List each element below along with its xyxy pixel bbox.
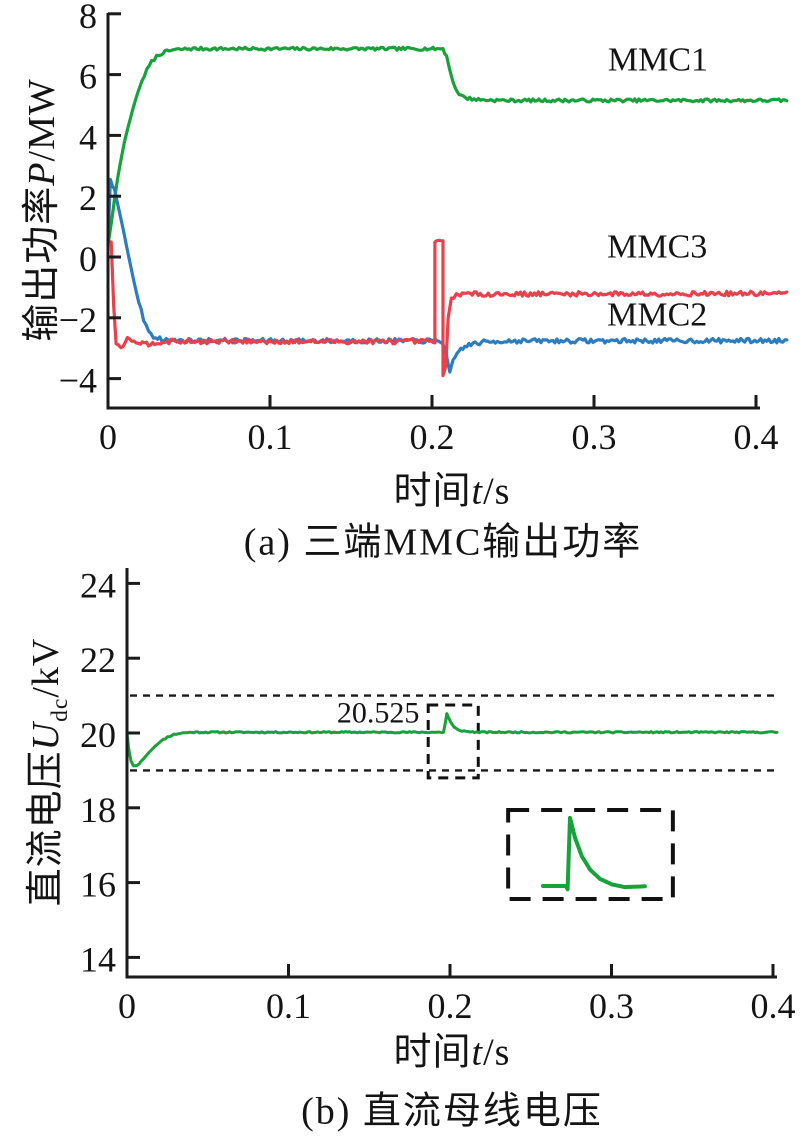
chart-b-y-tick-label: 16 <box>80 865 116 905</box>
chart-a-y-tick-label: −4 <box>59 361 97 401</box>
chart-a-x-tick-label: 0.4 <box>734 417 779 457</box>
chart-a-x-axis-label: 时间t/s <box>394 460 511 515</box>
chart-b-y-tick-label: 18 <box>80 790 116 830</box>
chart-b-y-axis-unit: /kV <box>25 637 68 698</box>
chart-b-x-tick-label: 0.4 <box>751 986 796 1026</box>
chart-b-x-tick-label: 0.3 <box>589 986 634 1026</box>
chart-a-x-tick-label: 0 <box>99 417 117 457</box>
chart-a-x-axis-variable: t <box>471 470 484 513</box>
chart-a-y-tick-label: 0 <box>79 239 97 279</box>
chart-b-x-axis-unit: /s <box>483 1031 511 1074</box>
chart-b-x-tick-label: 0.1 <box>266 986 311 1026</box>
chart-a-series-MMC1 <box>106 45 789 247</box>
chart-b-y-tick-label: 24 <box>80 565 116 605</box>
chart-a-y-tick-label: 2 <box>79 178 97 218</box>
chart-a-y-axis-unit: /MW <box>21 78 64 162</box>
chart-a-series-MMC3 <box>106 238 789 378</box>
chart-b-x-axis-label-text: 时间 <box>393 1031 472 1074</box>
chart-a-series-label-MMC2: MMC2 <box>607 297 707 334</box>
chart-a-y-tick-label: 8 <box>79 0 97 36</box>
chart-a-x-axis-unit: /s <box>483 470 511 513</box>
chart-b-x-tick-label: 0.2 <box>428 986 473 1026</box>
chart-b-y-tick-label: 14 <box>80 939 116 979</box>
chart-a-y-axis-label-text: 输出功率 <box>21 185 64 342</box>
chart-b-y-axis-variable: U <box>25 721 68 751</box>
chart-a-x-tick-label: 0.2 <box>410 417 455 457</box>
chart-b-inset-curve <box>541 815 647 892</box>
chart-a-y-tick-label: 4 <box>79 117 97 157</box>
chart-a-series-label-MMC1: MMC1 <box>608 42 708 79</box>
chart-b-y-tick-label: 22 <box>80 640 116 680</box>
chart-b-series-Udc <box>125 712 779 768</box>
chart-a-x-tick-label: 0.3 <box>572 417 617 457</box>
chart-b-x-axis-variable: t <box>471 1031 484 1074</box>
chart-b-x-axis-label: 时间t/s <box>394 1021 511 1076</box>
chart-a-caption: (a) 三端MMC输出功率 <box>243 521 643 564</box>
chart-a-y-tick-label: 6 <box>79 57 97 97</box>
chart-a-y-axis-label: 输出功率P/MW <box>10 78 70 341</box>
chart-a-series-label-MMC3: MMC3 <box>607 228 707 265</box>
chart-b-peak-annotation: 20.525 <box>337 697 420 730</box>
chart-b-y-axis-label: 直流电压Udc/kV <box>14 638 74 907</box>
chart-b-x-tick-label: 0 <box>118 986 136 1026</box>
chart-a-x-axis-label-text: 时间 <box>393 470 472 513</box>
chart-b-y-axis-label-text: 直流电压 <box>25 750 68 907</box>
chart-b-inset-box <box>506 808 675 902</box>
chart-b-caption: (b) 直流母线电压 <box>301 1090 603 1133</box>
chart-a-x-tick-label: 0.1 <box>248 417 293 457</box>
chart-a-y-tick-label: −2 <box>59 300 97 340</box>
chart-b-y-axis-subscript: dc <box>46 697 73 722</box>
chart-b-y-tick-label: 20 <box>80 715 116 755</box>
chart-a-y-axis-variable: P <box>21 161 64 186</box>
chart-b-zoom-box <box>426 703 480 780</box>
